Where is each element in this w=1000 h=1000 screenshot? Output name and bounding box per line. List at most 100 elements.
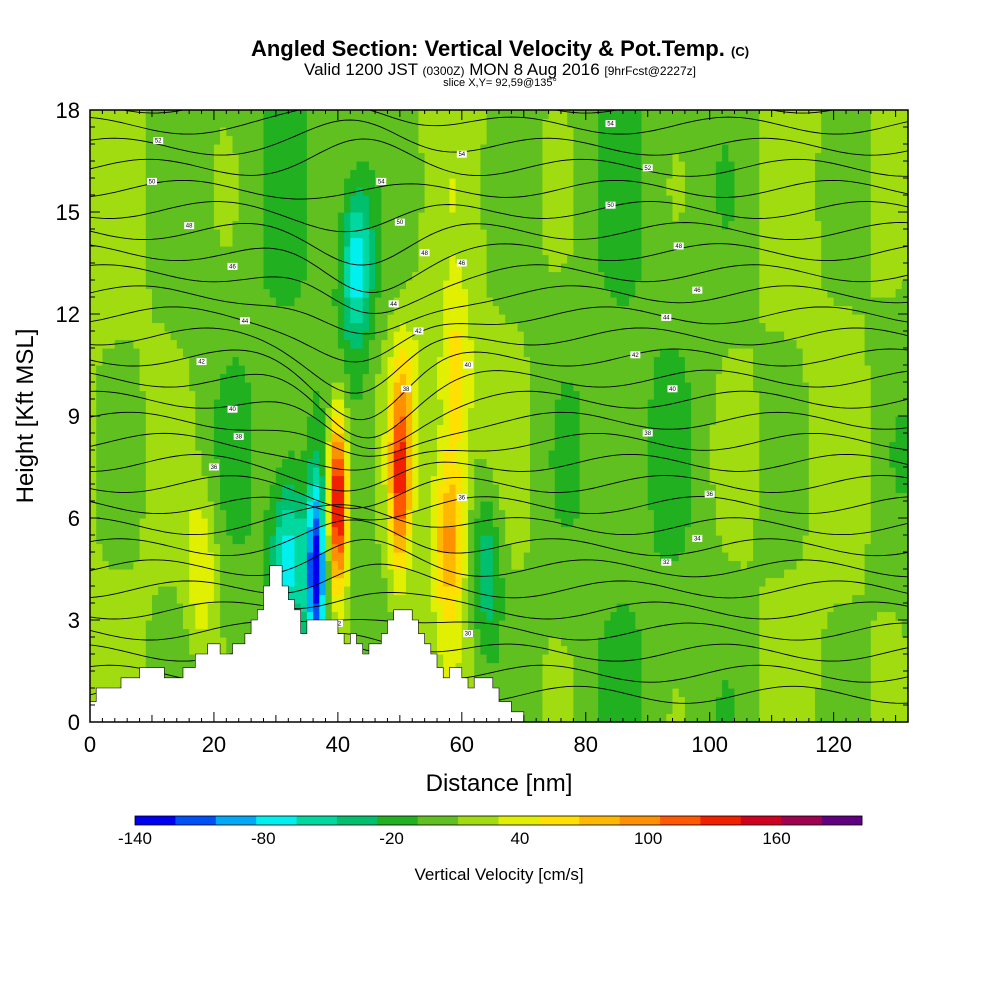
- velocity-cell: [474, 246, 481, 256]
- velocity-cell: [393, 416, 401, 426]
- velocity-cell: [164, 382, 172, 392]
- velocity-cell: [412, 356, 419, 366]
- velocity-cell: [275, 424, 283, 434]
- velocity-cell: [170, 594, 178, 604]
- velocity-cell: [375, 365, 382, 375]
- velocity-cell: [412, 518, 419, 528]
- velocity-cell: [474, 322, 481, 332]
- velocity-cell: [207, 492, 215, 502]
- velocity-cell: [176, 424, 184, 434]
- velocity-cell: [263, 569, 271, 579]
- velocity-cell: [263, 484, 271, 494]
- velocity-cell: [108, 288, 116, 298]
- velocity-cell: [226, 169, 234, 179]
- velocity-cell: [145, 509, 153, 519]
- velocity-cell: [238, 586, 246, 596]
- velocity-cell: [418, 518, 426, 528]
- velocity-cell: [455, 577, 463, 587]
- velocity-cell: [220, 645, 227, 655]
- velocity-cell: [325, 577, 333, 587]
- velocity-cell: [468, 569, 475, 579]
- velocity-cell: [288, 203, 296, 213]
- velocity-cell: [356, 339, 364, 349]
- velocity-cell: [337, 135, 345, 145]
- velocity-cell: [486, 110, 494, 120]
- velocity-cell: [158, 271, 165, 281]
- velocity-cell: [282, 373, 289, 383]
- velocity-cell: [164, 365, 172, 375]
- velocity-cell: [133, 586, 141, 596]
- velocity-cell: [437, 390, 444, 400]
- velocity-cell: [102, 305, 110, 315]
- velocity-cell: [220, 152, 227, 162]
- velocity-cell: [399, 135, 407, 145]
- velocity-cell: [499, 543, 506, 553]
- velocity-cell: [313, 229, 320, 239]
- velocity-cell: [350, 288, 358, 298]
- velocity-cell: [183, 407, 190, 417]
- velocity-cell: [412, 603, 419, 613]
- velocity-cell: [96, 356, 103, 366]
- velocity-cell: [164, 569, 172, 579]
- velocity-cell: [406, 603, 413, 613]
- velocity-cell: [375, 135, 382, 145]
- velocity-cell: [288, 450, 296, 460]
- velocity-cell: [337, 475, 345, 485]
- velocity-cell: [368, 416, 376, 426]
- velocity-cell: [375, 441, 382, 451]
- velocity-cell: [275, 365, 283, 375]
- velocity-cell: [127, 331, 134, 341]
- velocity-cell: [170, 475, 178, 485]
- velocity-cell: [399, 203, 407, 213]
- velocity-cell: [387, 594, 395, 604]
- velocity-cell: [108, 628, 116, 638]
- velocity-cell: [263, 144, 271, 154]
- velocity-cell: [244, 560, 252, 570]
- velocity-cell: [96, 195, 103, 205]
- velocity-cell: [430, 407, 438, 417]
- velocity-cell: [121, 501, 128, 511]
- velocity-cell: [350, 263, 358, 273]
- velocity-cell: [251, 433, 258, 443]
- velocity-cell: [424, 314, 432, 324]
- velocity-cell: [251, 331, 258, 341]
- velocity-cell: [455, 373, 463, 383]
- velocity-cell: [232, 356, 240, 366]
- velocity-cell: [139, 212, 147, 222]
- velocity-cell: [232, 586, 240, 596]
- velocity-cell: [455, 339, 463, 349]
- velocity-cell: [461, 110, 469, 120]
- velocity-cell: [449, 433, 457, 443]
- velocity-cell: [195, 518, 203, 528]
- velocity-cell: [226, 611, 234, 621]
- velocity-cell: [269, 212, 277, 222]
- velocity-cell: [183, 365, 190, 375]
- velocity-cell: [381, 518, 389, 528]
- velocity-cell: [375, 509, 382, 519]
- velocity-cell: [282, 535, 289, 545]
- velocity-cell: [455, 484, 463, 494]
- velocity-cell: [313, 603, 320, 613]
- velocity-cell: [387, 552, 395, 562]
- velocity-cell: [195, 220, 203, 230]
- velocity-cell: [480, 356, 488, 366]
- velocity-cell: [158, 237, 165, 247]
- velocity-cell: [288, 110, 296, 120]
- velocity-cell: [344, 237, 351, 247]
- velocity-cell: [499, 144, 506, 154]
- velocity-cell: [480, 212, 488, 222]
- velocity-cell: [350, 280, 358, 290]
- velocity-cell: [294, 161, 302, 171]
- velocity-cell: [207, 161, 215, 171]
- velocity-cell: [121, 186, 128, 196]
- velocity-cell: [325, 526, 333, 536]
- velocity-cell: [108, 297, 116, 307]
- velocity-cell: [313, 356, 320, 366]
- velocity-cell: [108, 229, 116, 239]
- velocity-cell: [108, 509, 116, 519]
- velocity-cell: [406, 450, 413, 460]
- velocity-cell: [356, 416, 364, 426]
- velocity-cell: [226, 212, 234, 222]
- velocity-cell: [170, 263, 178, 273]
- velocity-cell: [499, 552, 506, 562]
